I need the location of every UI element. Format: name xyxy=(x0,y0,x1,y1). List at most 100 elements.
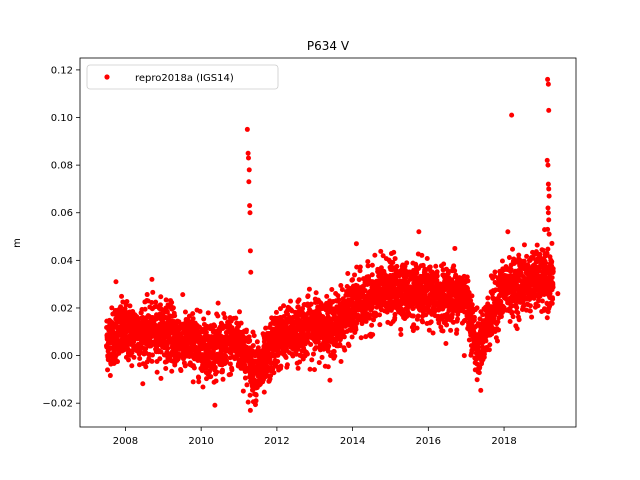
data-point xyxy=(205,310,211,316)
data-point xyxy=(530,255,536,261)
data-point xyxy=(296,297,302,303)
data-point xyxy=(496,327,502,333)
data-point xyxy=(539,298,545,304)
data-point xyxy=(245,155,251,161)
data-point xyxy=(411,322,417,328)
data-point xyxy=(546,193,552,199)
data-point xyxy=(308,301,314,307)
data-point xyxy=(378,248,384,254)
data-point xyxy=(350,277,356,283)
data-point xyxy=(242,375,248,381)
data-point xyxy=(113,279,119,285)
data-point xyxy=(131,354,137,360)
data-point xyxy=(197,308,203,314)
y-tick-label: 0.12 xyxy=(51,65,73,76)
data-point xyxy=(324,293,330,299)
data-point xyxy=(549,300,555,306)
data-point xyxy=(337,343,343,349)
data-point xyxy=(420,319,426,325)
data-point xyxy=(363,318,369,324)
data-point xyxy=(332,353,338,359)
data-point xyxy=(180,292,186,298)
data-point xyxy=(353,241,359,247)
data-point xyxy=(369,322,375,328)
data-point xyxy=(390,259,396,265)
x-tick-label: 2018 xyxy=(491,436,516,447)
data-point xyxy=(474,305,480,311)
y-tick-label: 0.02 xyxy=(51,303,73,314)
legend-box xyxy=(86,64,279,90)
data-point xyxy=(285,311,291,317)
data-point xyxy=(207,359,213,365)
data-point xyxy=(464,274,470,280)
data-point xyxy=(419,252,425,258)
data-point xyxy=(546,186,552,192)
data-point xyxy=(478,387,484,393)
data-point xyxy=(462,317,468,323)
x-axis-ticks: 2008 2010 2012 2014 2016 2018 xyxy=(113,427,517,447)
legend-entry: repro2018a (IGS14) xyxy=(135,73,234,84)
data-point xyxy=(509,309,515,315)
data-point xyxy=(471,314,477,320)
data-point xyxy=(268,373,274,379)
data-point xyxy=(369,272,375,278)
data-point xyxy=(240,388,246,394)
data-point xyxy=(380,253,386,259)
data-point xyxy=(461,353,467,359)
data-point xyxy=(378,265,384,271)
data-point xyxy=(143,346,149,352)
data-point xyxy=(494,338,500,344)
data-point xyxy=(487,342,493,348)
data-point xyxy=(144,292,150,298)
data-point xyxy=(150,289,156,295)
data-point xyxy=(545,205,551,211)
data-point xyxy=(297,359,303,365)
data-point xyxy=(392,256,398,262)
data-point xyxy=(270,366,276,372)
data-point xyxy=(281,303,287,309)
data-point xyxy=(440,328,446,334)
data-point xyxy=(157,356,163,362)
data-point xyxy=(305,293,311,299)
data-point xyxy=(495,319,501,325)
data-point xyxy=(233,315,239,321)
data-point xyxy=(428,319,434,325)
data-point xyxy=(410,313,416,319)
plot-frame xyxy=(79,57,577,428)
y-tick-label: 0.10 xyxy=(51,113,73,124)
x-tick-label: 2010 xyxy=(188,436,213,447)
data-point xyxy=(169,300,175,306)
data-point xyxy=(404,260,410,266)
data-point xyxy=(469,302,475,308)
data-point xyxy=(246,334,252,340)
data-point xyxy=(313,345,319,351)
data-point xyxy=(373,313,379,319)
data-point xyxy=(253,392,259,398)
data-point xyxy=(310,351,316,357)
data-point xyxy=(483,338,489,344)
data-point xyxy=(410,305,416,311)
data-point xyxy=(247,392,253,398)
data-point xyxy=(521,242,527,248)
data-point xyxy=(492,269,498,275)
data-point xyxy=(510,314,516,320)
data-point xyxy=(182,309,188,315)
data-point xyxy=(453,272,459,278)
data-point xyxy=(394,263,400,269)
data-point xyxy=(356,277,362,283)
data-point xyxy=(306,286,312,292)
data-point xyxy=(545,162,551,168)
data-point xyxy=(436,320,442,326)
data-point xyxy=(244,382,250,388)
data-point xyxy=(158,294,164,300)
data-point xyxy=(126,357,131,363)
data-point xyxy=(137,356,143,362)
data-point xyxy=(486,347,492,353)
data-point xyxy=(392,311,398,317)
data-point xyxy=(313,290,319,296)
data-point xyxy=(377,312,383,318)
data-point xyxy=(153,299,159,305)
data-point xyxy=(521,258,527,264)
data-point xyxy=(441,261,447,267)
data-point xyxy=(247,248,253,254)
